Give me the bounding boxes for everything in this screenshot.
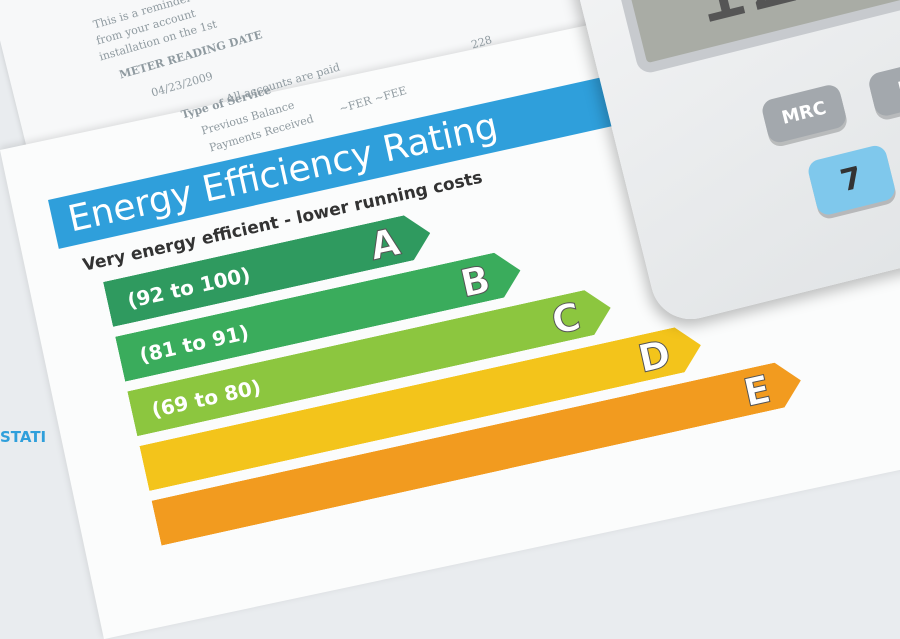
corner-text: STATI [0,428,47,446]
band-range: (69 to 80) [149,374,264,423]
band-range: (92 to 100) [125,262,253,313]
band-letter: E [739,366,775,416]
key-7[interactable]: 7 [806,143,898,218]
key-m-minus[interactable]: M- [866,56,900,119]
band-letter: D [634,331,675,382]
band-letter: B [456,256,495,307]
band-letter: C [547,294,585,344]
calculator-display: 12345 [608,0,900,76]
key-mrc[interactable]: MRC [759,82,849,145]
band-range: (81 to 91) [137,320,252,368]
band-letter: A [365,219,404,269]
